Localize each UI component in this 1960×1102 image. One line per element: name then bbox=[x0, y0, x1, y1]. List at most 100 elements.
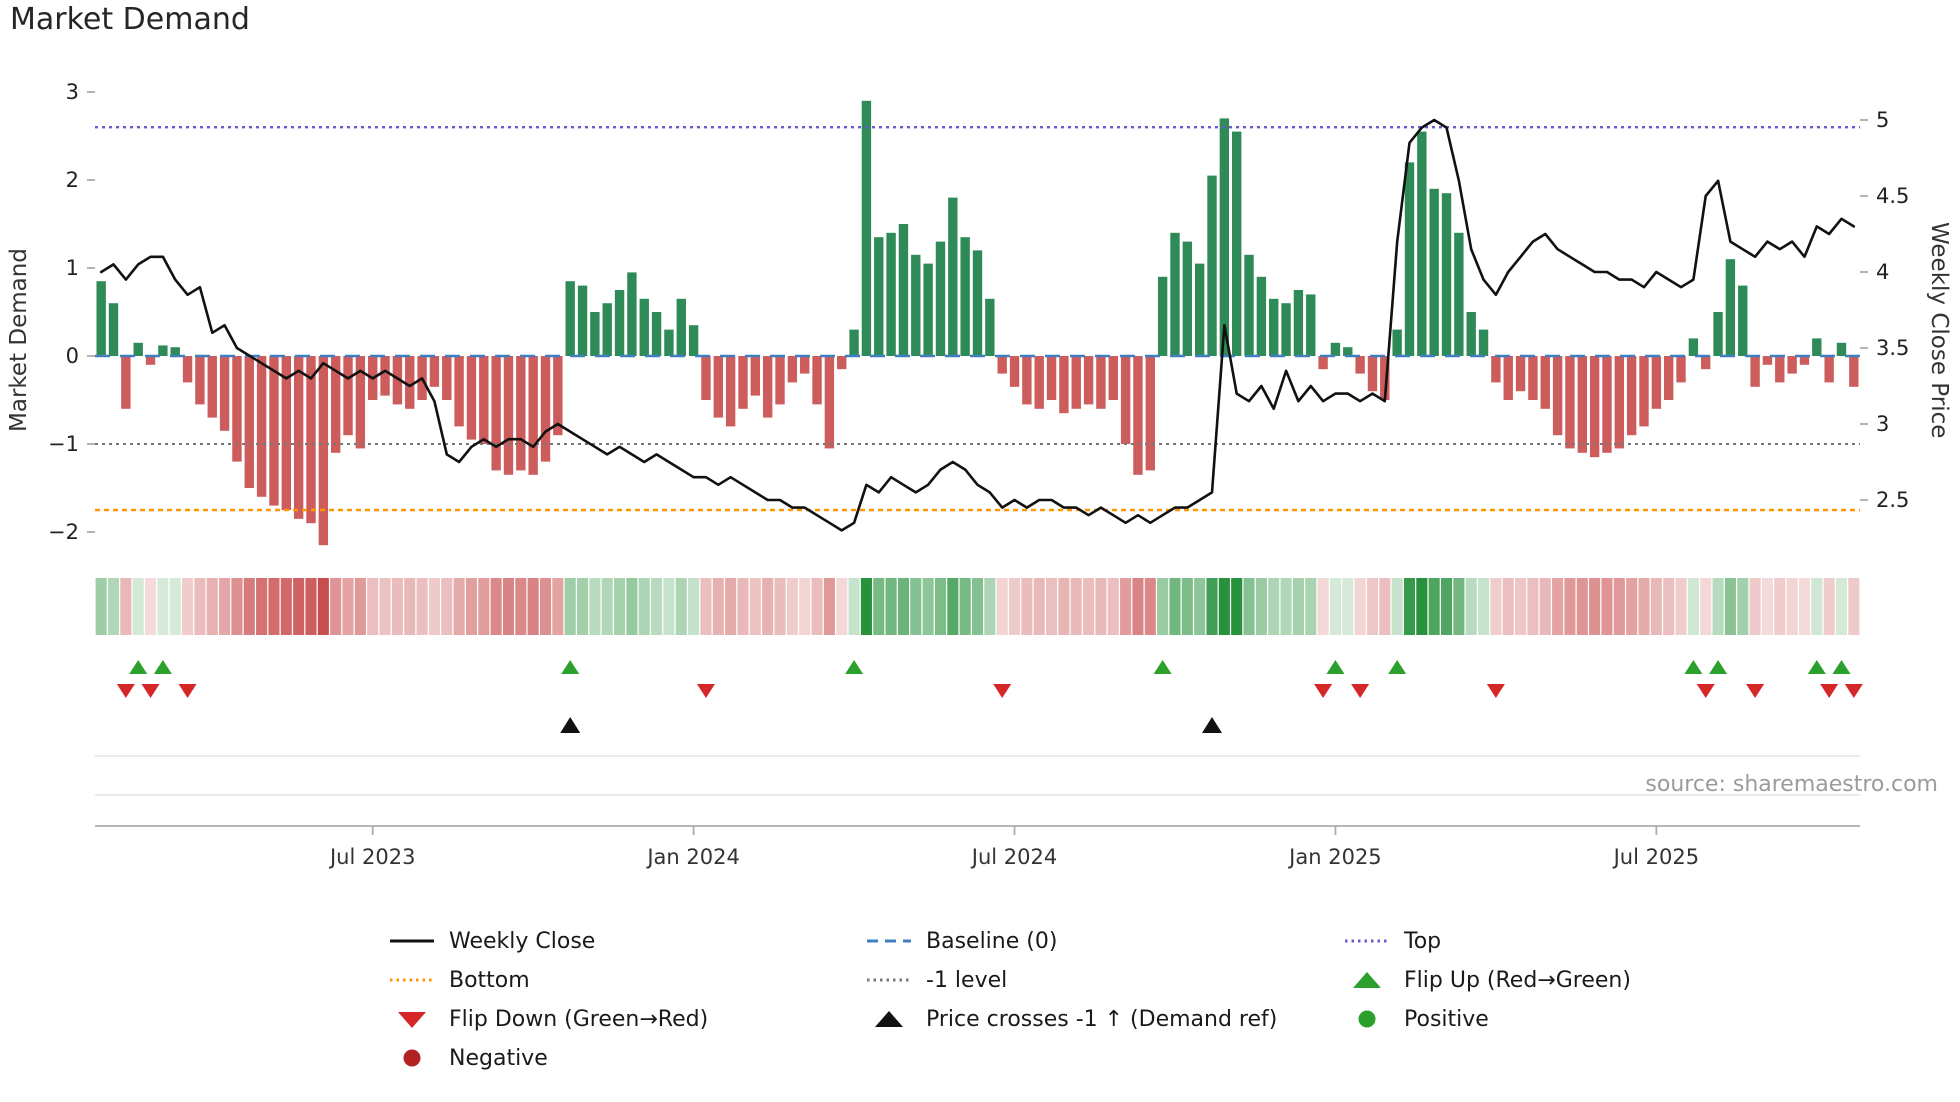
flip-up-marker bbox=[1326, 660, 1345, 674]
heatmap-cell bbox=[1132, 578, 1144, 635]
legend-swatch-circle bbox=[1358, 1010, 1376, 1028]
demand-bar bbox=[528, 356, 538, 475]
heatmap-cell bbox=[971, 578, 984, 635]
demand-bar bbox=[1713, 312, 1723, 356]
demand-bar bbox=[590, 312, 600, 356]
heatmap-cell bbox=[873, 578, 885, 635]
heatmap-cell bbox=[1761, 578, 1773, 635]
demand-bar bbox=[812, 356, 822, 405]
heatmap-cell bbox=[1280, 578, 1292, 635]
heatmap-cell bbox=[428, 578, 440, 635]
demand-bar bbox=[1244, 254, 1254, 356]
demand-bar bbox=[503, 356, 514, 475]
demand-bar bbox=[775, 356, 785, 405]
heatmap-cell bbox=[157, 578, 169, 635]
heatmap-cell bbox=[564, 578, 576, 635]
right-axis: 5 4.5 4 3.5 3 2.5 bbox=[1860, 108, 1909, 512]
heatmap-cell bbox=[601, 578, 613, 635]
legend-swatch-line-dotted bbox=[1345, 939, 1389, 943]
flip-down-marker bbox=[116, 684, 135, 698]
heatmap-cell bbox=[1477, 578, 1490, 635]
demand-bar bbox=[553, 356, 563, 436]
demand-bar bbox=[158, 345, 168, 356]
demand-bar bbox=[787, 356, 798, 383]
heatmap-cell bbox=[786, 578, 798, 635]
demand-bar bbox=[343, 356, 353, 436]
demand-bar bbox=[738, 356, 748, 409]
right-tick-label: 4 bbox=[1876, 260, 1889, 284]
heatmap-cell bbox=[1095, 578, 1107, 635]
heatmap-cell bbox=[1046, 578, 1058, 635]
lower-gridlines bbox=[95, 755, 1860, 796]
demand-bar bbox=[1380, 356, 1390, 400]
demand-bar bbox=[1614, 356, 1625, 449]
demand-bar bbox=[1046, 356, 1057, 400]
flip-down-marker bbox=[993, 684, 1012, 698]
demand-bar bbox=[1417, 131, 1427, 356]
heatmap-cell bbox=[1366, 578, 1379, 635]
heatmap-cell bbox=[1613, 578, 1625, 635]
heatmap-cell bbox=[589, 578, 601, 635]
legend-swatch-line-dotted bbox=[390, 978, 434, 982]
x-axis: Jul 2023 Jan 2024 Jul 2024 Jan 2025 Jul 2025 bbox=[328, 826, 1699, 869]
demand-bar bbox=[1145, 356, 1155, 471]
heatmap-cell bbox=[922, 578, 934, 635]
demand-bar bbox=[960, 237, 970, 356]
heatmap-cell bbox=[502, 578, 515, 635]
demand-bar bbox=[1071, 356, 1081, 409]
left-tick-label: −2 bbox=[48, 520, 79, 544]
heatmap-cell bbox=[305, 578, 317, 635]
heatmap-cell bbox=[1552, 578, 1564, 635]
heatmap-cell bbox=[1403, 578, 1416, 635]
demand-bar bbox=[269, 356, 279, 506]
heatmap-cell bbox=[1268, 578, 1280, 635]
heatmap-cell bbox=[465, 578, 478, 635]
heatmap-cell bbox=[539, 578, 552, 635]
flip-down-marker bbox=[1486, 684, 1505, 698]
demand-bar bbox=[1120, 356, 1131, 444]
demand-bar bbox=[195, 356, 205, 405]
demand-bar bbox=[701, 356, 711, 400]
demand-bar bbox=[1663, 356, 1674, 400]
heatmap-cell bbox=[1329, 578, 1341, 635]
heatmap-cell bbox=[1626, 578, 1638, 635]
demand-bar bbox=[1232, 131, 1242, 356]
heatmap-cell bbox=[1601, 578, 1613, 635]
heatmap-cell bbox=[1527, 578, 1539, 635]
demand-bar bbox=[1404, 162, 1415, 356]
heatmap-cell bbox=[527, 578, 539, 635]
heatmap-cell bbox=[107, 578, 120, 635]
heatmap-cell bbox=[1008, 578, 1021, 635]
legend-item-label: Price crosses -1 ↑ (Demand ref) bbox=[926, 1006, 1278, 1032]
legend-swatch-line-dashed bbox=[867, 939, 911, 943]
legend-item-1-level: -1 level bbox=[865, 965, 1343, 995]
left-tick-label: 0 bbox=[66, 344, 79, 368]
demand-bar bbox=[1787, 356, 1797, 374]
demand-bar bbox=[1059, 356, 1069, 414]
source-text: source: sharemaestro.com bbox=[1645, 772, 1938, 797]
x-tick-label: Jul 2024 bbox=[970, 845, 1057, 869]
heatmap-cell bbox=[552, 578, 564, 635]
heatmap-cell bbox=[1021, 578, 1033, 635]
heatmap-cell bbox=[1440, 578, 1453, 635]
demand-bar bbox=[1269, 298, 1279, 356]
heatmap-cell bbox=[268, 578, 280, 635]
demand-bar bbox=[293, 356, 304, 519]
heatmap-cell bbox=[416, 578, 428, 635]
heatmap-cell bbox=[910, 578, 922, 635]
heatmap-cell bbox=[848, 578, 860, 635]
heatmap-cell bbox=[182, 578, 194, 635]
heatmap-cell bbox=[1070, 578, 1082, 635]
demand-bar bbox=[972, 250, 983, 356]
demand-bar bbox=[244, 356, 254, 488]
demand-bar bbox=[1688, 338, 1699, 356]
demand-bar bbox=[1478, 329, 1489, 356]
demand-bar bbox=[565, 281, 575, 356]
right-tick-label: 3 bbox=[1876, 412, 1889, 436]
legend-item-flip-up-red-green: Flip Up (Red→Green) bbox=[1343, 965, 1793, 995]
demand-bar bbox=[281, 356, 292, 510]
demand-bar bbox=[1083, 356, 1094, 405]
demand-bar bbox=[1824, 356, 1834, 383]
demand-bar bbox=[1676, 356, 1686, 383]
